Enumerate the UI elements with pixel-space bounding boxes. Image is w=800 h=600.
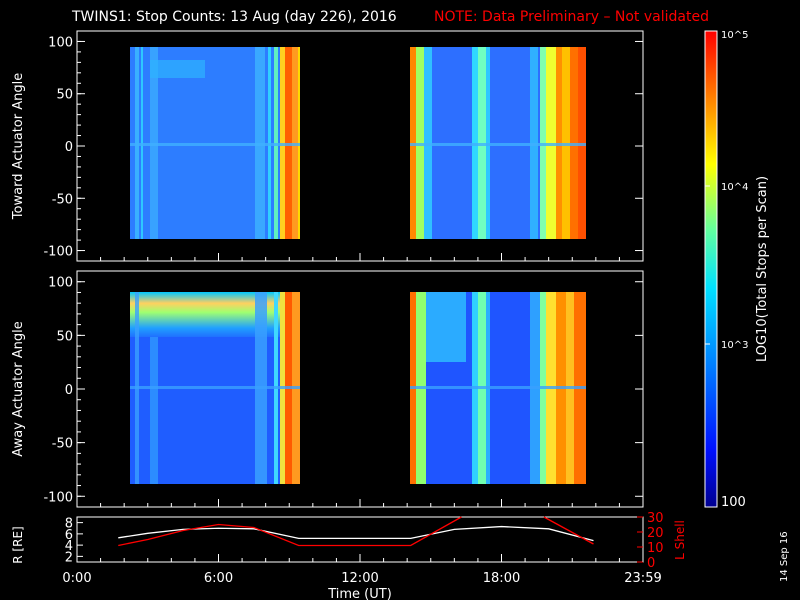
panel-toward: 100 50 0 -50 -100 Toward Actuator Angle xyxy=(11,30,644,262)
toward-y-label: Toward Actuator Angle xyxy=(11,73,26,220)
y-tick-label: 4 xyxy=(65,539,73,554)
panel-away-heatmap xyxy=(130,292,586,484)
y2-tick-label: 10 xyxy=(647,541,664,556)
x-tick-label: 23:59 xyxy=(624,571,661,586)
orbit-series xyxy=(118,516,594,547)
colorbar-tick-label: 100 xyxy=(721,495,746,510)
x-tick-label: 12:00 xyxy=(341,571,378,586)
colorbar-gradient xyxy=(704,30,718,508)
l-shell-line xyxy=(118,516,462,547)
y2-tick-label: 30 xyxy=(647,511,664,526)
y-tick-label: 100 xyxy=(48,276,73,291)
colorbar-ticks xyxy=(705,185,710,345)
data-note: NOTE: Data Preliminary – Not validated xyxy=(434,9,709,25)
toward-y-axis: 100 50 0 -50 -100 xyxy=(43,35,644,261)
x-tick-label: 18:00 xyxy=(483,571,520,586)
y-tick-label: -100 xyxy=(43,245,73,260)
y-tick-label: 8 xyxy=(65,517,73,532)
away-streak xyxy=(150,337,158,484)
x-tick-label: 0:00 xyxy=(62,571,91,586)
toward-zero-line xyxy=(130,143,300,146)
y-tick-label: 0 xyxy=(65,383,73,398)
y2-tick-label: 20 xyxy=(647,526,664,541)
y-tick-label: -100 xyxy=(43,490,73,505)
orbit-x-axis: 0:00 6:00 12:00 18:00 23:59 xyxy=(62,554,662,586)
colorbar-label: LOG10(Total Stops per Scan) xyxy=(755,176,770,362)
colorbar-tick-label: 10^5 xyxy=(721,30,748,41)
away-y-axis: 100 50 0 -50 -100 xyxy=(43,276,644,507)
y-tick-label: -50 xyxy=(52,192,73,207)
toward-zero-line xyxy=(410,143,586,146)
y2-tick-label: 0 xyxy=(647,556,655,571)
r-distance-line xyxy=(118,525,594,542)
away-y-label: Away Actuator Angle xyxy=(11,321,26,456)
l-shell-line xyxy=(543,516,594,545)
toward-streak xyxy=(150,60,205,78)
y-tick-label: 2 xyxy=(65,550,73,565)
orbit-y-label: R [RE] xyxy=(11,526,25,563)
chart-title: TWINS1: Stop Counts: 13 Aug (day 226), 2… xyxy=(71,9,397,25)
y-tick-label: 50 xyxy=(56,88,73,103)
y-tick-label: 50 xyxy=(56,329,73,344)
panel-toward-heatmap xyxy=(130,47,586,239)
away-zero-line xyxy=(410,386,586,389)
y-tick-label: 0 xyxy=(65,140,73,155)
orbit-y2-label: L Shell xyxy=(673,520,687,560)
date-stamp: 14 Sep 16 xyxy=(779,531,790,582)
y-tick-label: 100 xyxy=(48,35,73,50)
colorbar: 10^5 10^4 10^3 100 LOG10(Total Stops per… xyxy=(704,30,770,510)
y-tick-label: -50 xyxy=(52,437,73,452)
panel-away: 100 50 0 -50 -100 Away Actuator Angle xyxy=(11,270,644,508)
away-streak xyxy=(426,292,466,362)
x-axis-label: Time (UT) xyxy=(327,587,392,600)
x-tick-label: 6:00 xyxy=(204,571,233,586)
colorbar-tick-label: 10^3 xyxy=(721,340,748,351)
away-zero-line xyxy=(130,386,300,389)
colorbar-tick-label: 10^4 xyxy=(721,182,748,193)
y-tick-label: 6 xyxy=(65,528,73,543)
